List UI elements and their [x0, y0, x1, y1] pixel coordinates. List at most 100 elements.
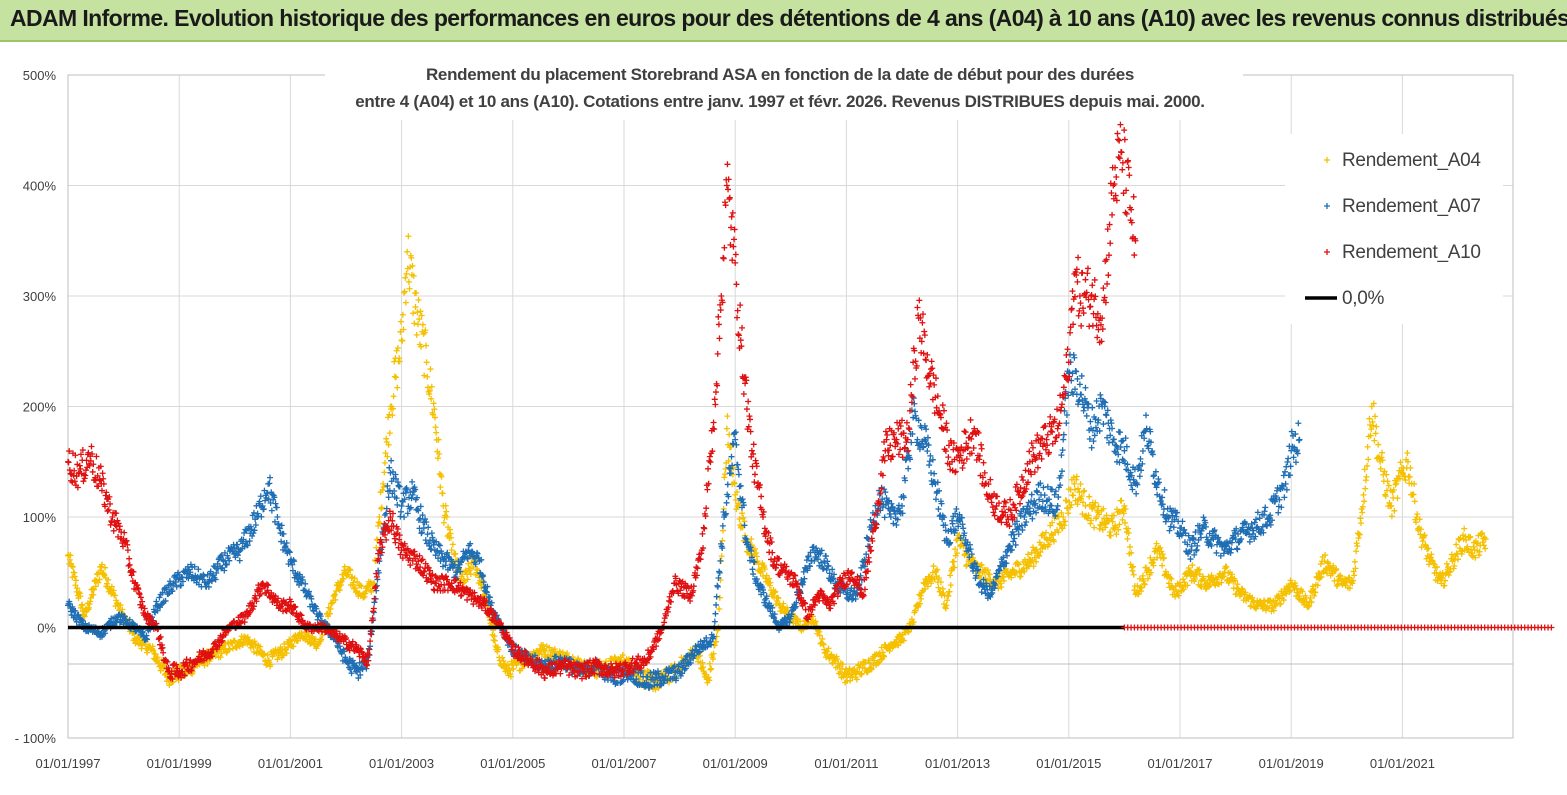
- data-point-a07: [1074, 376, 1080, 382]
- data-point-a10: [127, 562, 133, 568]
- data-point-a04: [1121, 503, 1127, 509]
- data-point-a04: [1444, 561, 1450, 567]
- data-point-a04: [441, 520, 447, 526]
- data-point-a07: [738, 483, 744, 489]
- data-point-a04: [1043, 530, 1049, 536]
- data-point-a07: [1060, 447, 1066, 453]
- data-point-a10: [749, 448, 755, 454]
- data-point-a04: [376, 514, 382, 520]
- data-point-a07: [394, 502, 400, 508]
- data-point-a07: [237, 558, 243, 564]
- data-point-a07: [1029, 492, 1035, 498]
- data-point-a04: [424, 359, 430, 365]
- data-point-a07: [882, 489, 888, 495]
- data-point-a07: [266, 480, 272, 486]
- y-tick-label: 500%: [23, 68, 57, 83]
- data-point-a07: [931, 471, 937, 477]
- data-point-a10: [66, 459, 72, 465]
- data-point-a04: [414, 332, 420, 338]
- data-point-a07: [425, 524, 431, 530]
- data-point-a04: [427, 366, 433, 372]
- data-point-a07: [1084, 413, 1090, 419]
- data-point-a07: [1268, 522, 1274, 528]
- data-point-a04: [382, 460, 388, 466]
- data-point-a04: [420, 322, 426, 328]
- x-tick-label: 01/01/1997: [35, 756, 100, 771]
- data-point-a10: [367, 638, 373, 644]
- data-point-a04: [399, 338, 405, 344]
- data-point-a07: [935, 506, 941, 512]
- data-point-a04: [1365, 444, 1371, 450]
- data-point-a04: [1180, 576, 1186, 582]
- data-point-a04: [951, 558, 957, 564]
- data-point-a07: [1100, 421, 1106, 427]
- data-point-a07: [258, 493, 264, 499]
- data-point-a04: [1359, 509, 1365, 515]
- data-point-a07: [1137, 473, 1143, 479]
- data-point-a04: [1407, 465, 1413, 471]
- data-point-a07: [712, 611, 718, 617]
- data-point-a07: [269, 508, 275, 514]
- data-point-a04: [405, 233, 411, 239]
- series-a10: [65, 122, 1139, 682]
- data-point-a07: [888, 514, 894, 520]
- data-point-a04: [1161, 555, 1167, 561]
- data-point-a04: [1065, 510, 1071, 516]
- data-point-a04: [1074, 474, 1080, 480]
- data-point-a07: [1213, 550, 1219, 556]
- data-point-a04: [1318, 561, 1324, 567]
- data-point-a04: [1159, 563, 1165, 569]
- data-point-a07: [1059, 468, 1065, 474]
- data-point-a07: [717, 570, 723, 576]
- data-point-a04: [1379, 450, 1385, 456]
- data-point-a07: [1295, 420, 1301, 426]
- data-point-a04: [1140, 573, 1146, 579]
- data-point-a04: [391, 393, 397, 399]
- data-point-a04: [1070, 492, 1076, 498]
- data-point-a04: [1371, 438, 1377, 444]
- x-tick-label: 01/01/2017: [1147, 756, 1212, 771]
- data-point-a04: [1352, 559, 1358, 565]
- data-point-a04: [433, 424, 439, 430]
- data-point-a07: [1108, 420, 1114, 426]
- data-point-a07: [1129, 487, 1135, 493]
- banner: ADAM Informe. Evolution historique des p…: [0, 0, 1567, 42]
- data-point-a07: [399, 503, 405, 509]
- data-point-a07: [1140, 448, 1146, 454]
- data-point-a04: [1407, 474, 1413, 480]
- data-point-a07: [1077, 381, 1083, 387]
- data-point-a04: [410, 310, 416, 316]
- data-point-a04: [421, 373, 427, 379]
- data-point-a07: [715, 584, 721, 590]
- data-point-a07: [950, 521, 956, 527]
- data-point-a07: [409, 479, 415, 485]
- data-point-a04: [1394, 495, 1400, 501]
- data-point-a04: [1108, 533, 1114, 539]
- x-tick-label: 01/01/2001: [258, 756, 323, 771]
- data-point-a04: [716, 606, 722, 612]
- y-tick-label: 400%: [23, 179, 57, 194]
- data-point-a10: [126, 556, 132, 562]
- data-point-a04: [400, 312, 406, 318]
- data-point-a10: [111, 528, 117, 534]
- data-point-a04: [1354, 543, 1360, 549]
- data-point-a07: [713, 602, 719, 608]
- data-point-a04: [1412, 498, 1418, 504]
- data-point-a07: [267, 475, 273, 481]
- data-point-a07: [386, 494, 392, 500]
- data-point-a04: [423, 343, 429, 349]
- data-point-a10: [368, 632, 374, 638]
- data-point-a04: [719, 538, 725, 544]
- data-point-a04: [392, 374, 398, 380]
- data-point-a10: [156, 635, 162, 641]
- data-point-a07: [1285, 455, 1291, 461]
- data-point-a04: [1081, 488, 1087, 494]
- data-point-a07: [1079, 373, 1085, 379]
- data-point-a04: [510, 666, 516, 672]
- y-tick-label: 0%: [37, 621, 56, 636]
- data-point-a04: [724, 413, 730, 419]
- data-point-a04: [440, 490, 446, 496]
- data-point-a07: [736, 471, 742, 477]
